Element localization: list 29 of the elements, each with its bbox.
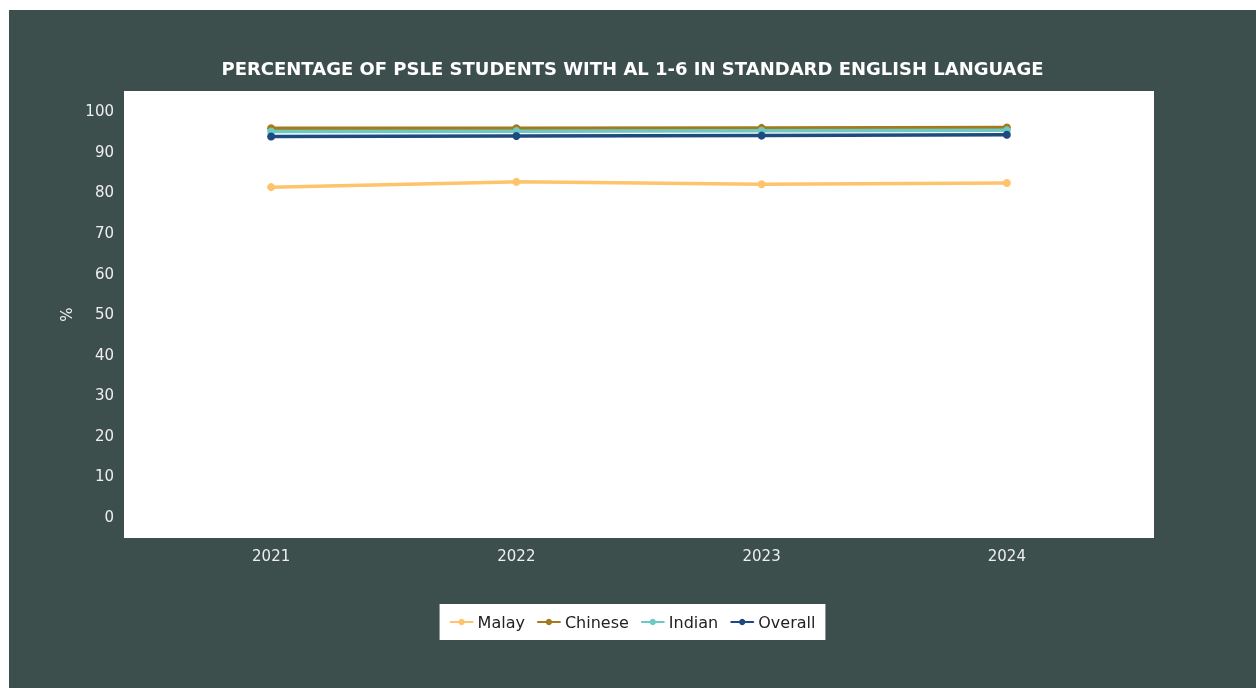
legend-label: Overall	[758, 612, 816, 632]
legend-label: Indian	[668, 612, 719, 632]
chart-title: PERCENTAGE OF PSLE STUDENTS WITH AL 1-6 IN STANDARD ENGLISH LANGUAGE	[221, 57, 1044, 79]
y-tick-label: 60	[94, 264, 114, 283]
legend-label: Chinese	[564, 612, 629, 632]
x-tick-label: 2021	[252, 546, 291, 565]
y-tick-label: 30	[94, 386, 114, 405]
y-axis-title: %	[57, 307, 76, 322]
y-tick-label: 40	[94, 345, 114, 364]
y-tick-label: 90	[94, 142, 114, 161]
x-tick-label: 2022	[497, 546, 536, 565]
y-tick-label: 50	[94, 305, 114, 324]
y-tick-label: 80	[94, 183, 114, 202]
point	[1002, 179, 1011, 188]
x-tick-label: 2023	[742, 546, 781, 565]
point	[512, 177, 521, 186]
point	[757, 131, 766, 140]
legend-label: Malay	[477, 612, 525, 632]
y-tick-label: 70	[94, 223, 114, 242]
y-tick-label: 0	[104, 507, 114, 526]
point	[267, 183, 276, 192]
point	[512, 132, 521, 141]
y-tick-label: 100	[85, 102, 114, 121]
y-tick-label: 20	[94, 426, 114, 445]
point	[1002, 130, 1011, 139]
point	[757, 180, 766, 189]
point	[267, 132, 276, 141]
x-tick-label: 2024	[987, 546, 1026, 565]
y-tick-label: 10	[94, 467, 114, 486]
